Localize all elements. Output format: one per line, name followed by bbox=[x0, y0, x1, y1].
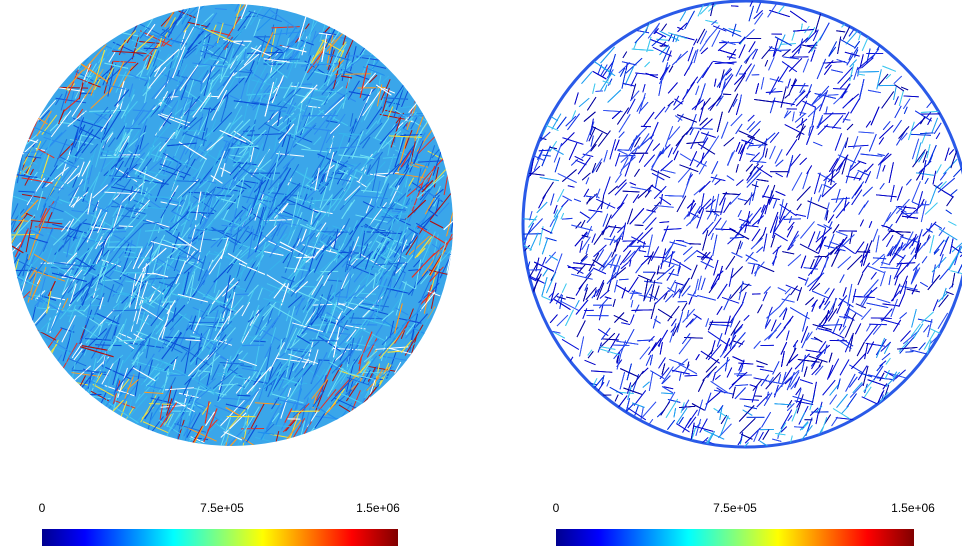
field-view-left bbox=[4, 0, 460, 456]
fiber-stroke bbox=[296, 257, 314, 258]
field-disc bbox=[523, 1, 962, 447]
fiber-stroke bbox=[349, 318, 383, 319]
fiber-stroke bbox=[6, 270, 34, 271]
fiber-stroke bbox=[235, 294, 249, 295]
field-view-right bbox=[520, 0, 962, 451]
fiber-stroke bbox=[237, 395, 250, 396]
fiber-stroke bbox=[242, 345, 264, 346]
fiber-stroke bbox=[119, 226, 133, 227]
fiber-stroke bbox=[125, 128, 141, 129]
fiber-stroke bbox=[235, 77, 247, 78]
fiber-stroke bbox=[398, 116, 432, 117]
fiber-stroke bbox=[271, 88, 299, 89]
fiber-stroke bbox=[309, 340, 337, 341]
